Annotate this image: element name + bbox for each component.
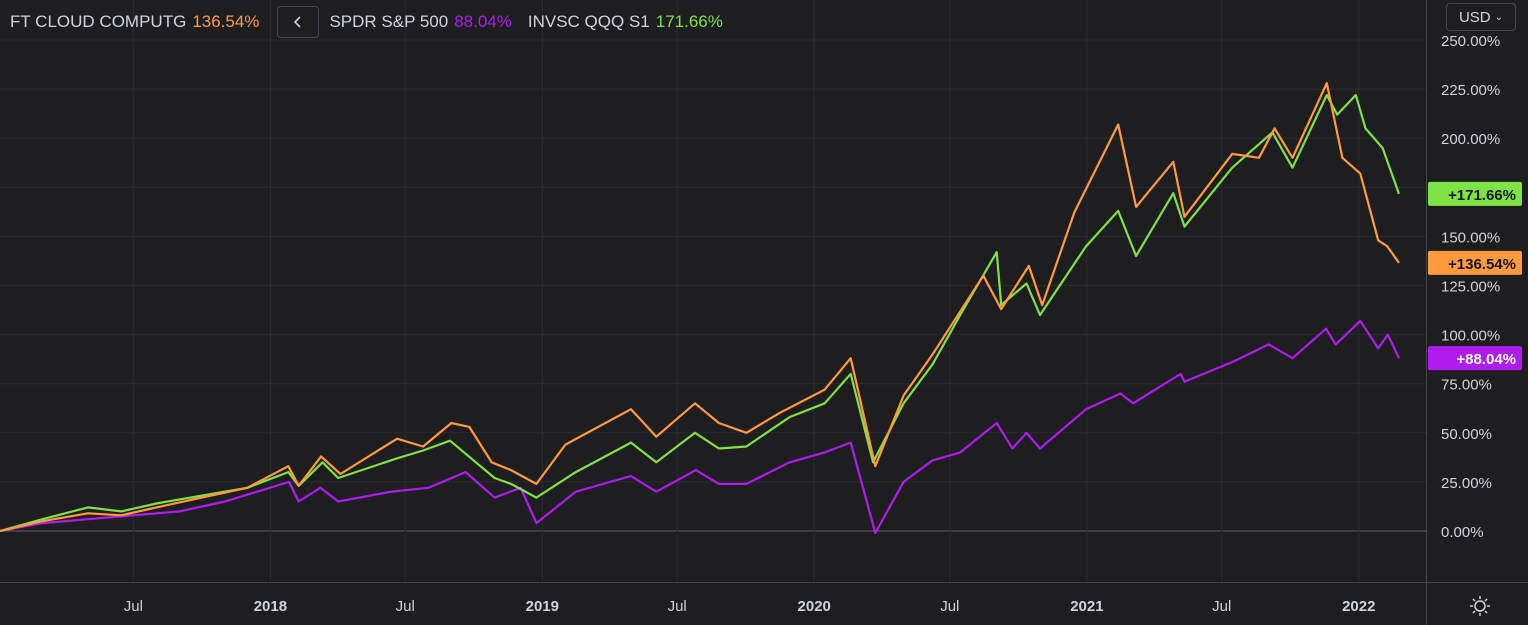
chart-legend: FT CLOUD COMPUTG 136.54% SPDR S&P 500 88… bbox=[10, 6, 739, 38]
y-tick-label: 100.00% bbox=[1441, 328, 1500, 345]
x-tick-label: 2020 bbox=[798, 598, 831, 615]
last-value-label: +88.04% bbox=[1456, 351, 1516, 368]
x-tick-label: Jul bbox=[1212, 598, 1231, 615]
series-line-0 bbox=[0, 82, 1400, 533]
grid-lines bbox=[0, 0, 1426, 582]
last-value-label: +171.66% bbox=[1448, 187, 1516, 204]
last-value-badge-1: +88.04% bbox=[1428, 346, 1522, 371]
x-tick-label: Jul bbox=[668, 598, 687, 615]
currency-selector[interactable]: USD ⌄ bbox=[1446, 3, 1516, 31]
y-tick-label: 150.00% bbox=[1441, 229, 1500, 246]
y-tick-label: 250.00% bbox=[1441, 33, 1500, 50]
last-value-badge-0: +136.54% bbox=[1428, 250, 1522, 275]
x-tick-label: Jul bbox=[396, 598, 415, 615]
y-tick-label: 200.00% bbox=[1441, 131, 1500, 148]
x-tick-label: 2021 bbox=[1070, 598, 1103, 615]
legend-name-ft-cloud: FT CLOUD COMPUTG bbox=[10, 12, 187, 31]
legend-value-invsc-qqq: 171.66% bbox=[655, 12, 723, 31]
legend-name-spdr: SPDR S&P 500 bbox=[329, 12, 449, 31]
chevron-left-icon bbox=[294, 16, 302, 28]
series-line-1 bbox=[0, 319, 1400, 535]
legend-value-spdr: 88.04% bbox=[454, 12, 512, 31]
x-tick-label: Jul bbox=[940, 598, 959, 615]
y-tick-label: 75.00% bbox=[1441, 377, 1492, 394]
y-tick-label: 125.00% bbox=[1441, 279, 1500, 296]
y-tick-label: 25.00% bbox=[1441, 475, 1492, 492]
x-tick-label: Jul bbox=[124, 598, 143, 615]
last-value-label: +136.54% bbox=[1448, 256, 1516, 273]
collapse-legend-button[interactable] bbox=[277, 6, 320, 38]
price-badges: +136.54% +88.04% +171.66% bbox=[1428, 181, 1522, 371]
chart-settings-button[interactable] bbox=[1466, 592, 1494, 620]
chart-series-group bbox=[0, 82, 1401, 535]
x-tick-label: 2019 bbox=[526, 598, 559, 615]
chevron-down-icon: ⌄ bbox=[1494, 11, 1504, 23]
y-tick-label: 225.00% bbox=[1441, 82, 1500, 99]
sun-gear-icon bbox=[1470, 596, 1490, 616]
x-tick-label: 2018 bbox=[254, 598, 287, 615]
y-tick-label: 50.00% bbox=[1441, 426, 1492, 443]
currency-label: USD bbox=[1458, 8, 1491, 26]
x-tick-label: 2022 bbox=[1342, 598, 1375, 615]
last-value-badge-2: +171.66% bbox=[1428, 181, 1522, 206]
legend-name-invsc-qqq: INVSC QQQ S1 bbox=[527, 12, 650, 31]
series-line-2 bbox=[0, 93, 1401, 533]
y-tick-label: 0.00% bbox=[1441, 524, 1484, 541]
legend-value-ft-cloud: 136.54% bbox=[192, 12, 260, 31]
